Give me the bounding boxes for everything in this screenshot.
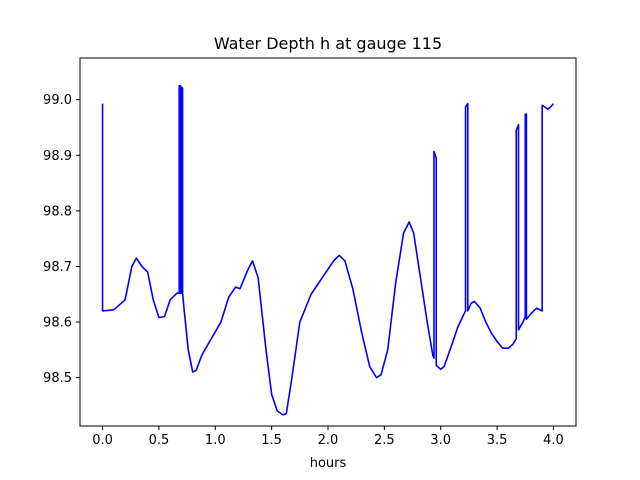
plot-area — [101, 84, 555, 416]
x-tick-label: 2.5 — [374, 433, 395, 448]
x-tick-label: 1.0 — [205, 433, 226, 448]
x-tick-label: 3.0 — [430, 433, 451, 448]
y-tick-label: 98.6 — [43, 316, 72, 331]
x-tick-label: 1.5 — [261, 433, 282, 448]
y-tick-label: 98.7 — [43, 260, 72, 275]
x-tick-label: 3.5 — [487, 433, 508, 448]
chart-title: Water Depth h at gauge 115 — [214, 34, 442, 53]
y-tick-label: 98.8 — [43, 204, 72, 219]
x-tick-label: 4.0 — [543, 433, 564, 448]
y-tick-label: 98.5 — [43, 371, 72, 386]
y-tick-label: 98.9 — [43, 149, 72, 164]
y-axis: 98.5 98.6 98.7 98.8 98.9 99.0 — [43, 93, 80, 386]
x-tick-label: 0.5 — [149, 433, 170, 448]
y-tick-label: 99.0 — [43, 93, 72, 108]
x-tick-label: 2.0 — [318, 433, 339, 448]
x-axis-label: hours — [310, 456, 347, 471]
x-tick-label: 0.0 — [92, 433, 113, 448]
x-axis: 0.0 0.5 1.0 1.5 2.0 2.5 3.0 3.5 4.0 — [92, 426, 564, 448]
series-line — [101, 84, 555, 416]
